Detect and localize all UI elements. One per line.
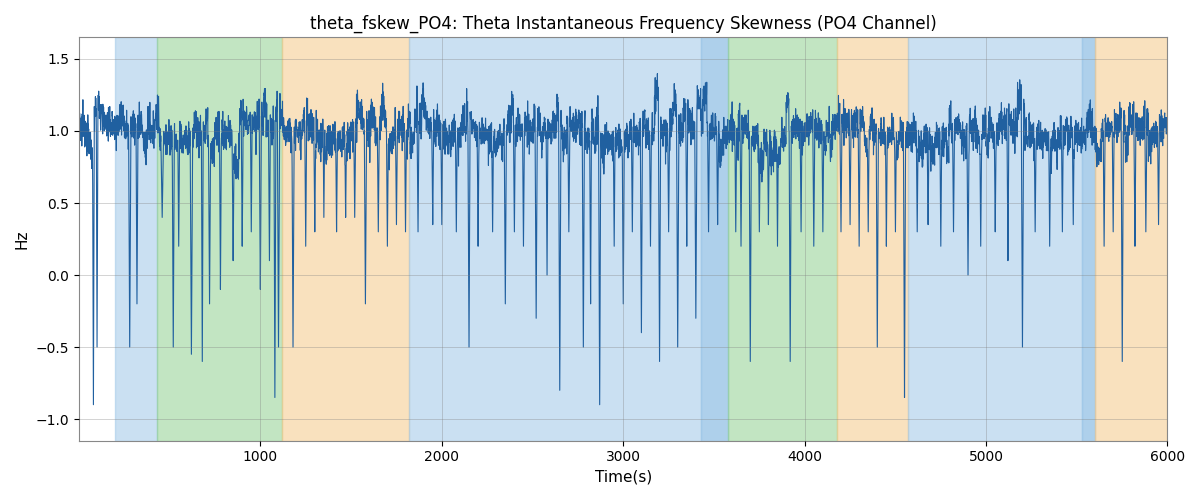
Bar bbox=[728, 38, 838, 440]
X-axis label: Time(s): Time(s) bbox=[594, 470, 652, 485]
Bar bbox=[701, 38, 728, 440]
Bar bbox=[1082, 38, 1094, 440]
Bar bbox=[115, 38, 157, 440]
Bar bbox=[157, 38, 282, 440]
Bar bbox=[282, 38, 409, 440]
Bar bbox=[908, 38, 1082, 440]
Bar bbox=[409, 38, 701, 440]
Y-axis label: Hz: Hz bbox=[14, 230, 30, 249]
Bar bbox=[1094, 38, 1168, 440]
Title: theta_fskew_PO4: Theta Instantaneous Frequency Skewness (PO4 Channel): theta_fskew_PO4: Theta Instantaneous Fre… bbox=[310, 15, 936, 34]
Bar bbox=[838, 38, 908, 440]
